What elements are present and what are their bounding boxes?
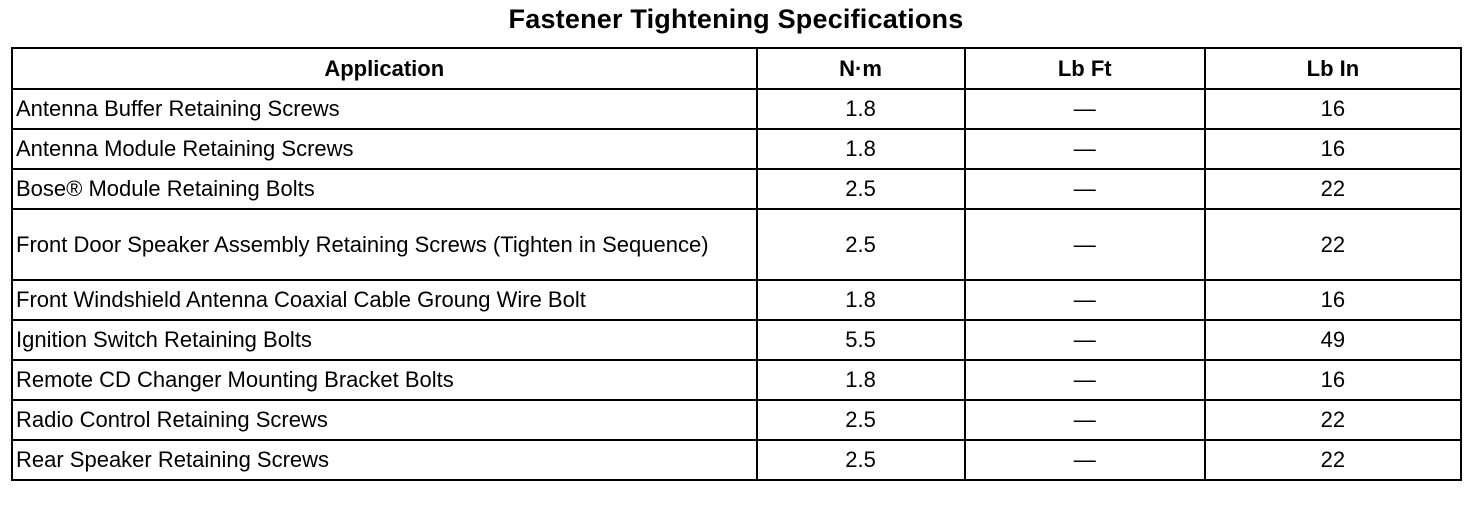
table-row: Antenna Buffer Retaining Screws 1.8—16 [11,88,1463,130]
cell-nm: 2.5 [755,168,966,210]
cell-application: Ignition Switch Retaining Bolts [11,319,758,361]
cell-lbin: 22 [1203,439,1463,481]
cell-lbft: — [963,319,1206,361]
cell-nm: 2.5 [755,208,966,281]
cell-lbin: 16 [1203,128,1463,170]
cell-application: Rear Speaker Retaining Screws [11,439,758,481]
cell-application: Antenna Module Retaining Screws [11,128,758,170]
cell-lbin: 22 [1203,168,1463,210]
table-row: Remote CD Changer Mounting Bracket Bolts… [11,359,1463,401]
cell-lbin: 22 [1203,208,1463,281]
cell-lbin: 49 [1203,319,1463,361]
cell-lbft: — [963,208,1206,281]
cell-application: Bose® Module Retaining Bolts [11,168,758,210]
cell-nm: 1.8 [755,88,966,130]
spec-table: Application N·m Lb Ft Lb In Antenna Buff… [11,47,1463,481]
cell-lbft: — [963,128,1206,170]
cell-lbin: 16 [1203,279,1463,321]
cell-lbft: — [963,399,1206,441]
cell-nm: 2.5 [755,399,966,441]
cell-application: Radio Control Retaining Screws [11,399,758,441]
cell-nm: 1.8 [755,359,966,401]
header-row: Application N·m Lb Ft Lb In [11,47,1463,90]
col-application: Application [11,47,758,90]
col-nm: N·m [755,47,966,90]
cell-lbft: — [963,359,1206,401]
page-title: Fastener Tightening Specifications [508,4,964,34]
cell-nm: 2.5 [755,439,966,481]
cell-application: Front Door Speaker Assembly Retaining Sc… [11,208,758,281]
table-row: Bose® Module Retaining Bolts 2.5—22 [11,168,1463,210]
cell-lbft: — [963,279,1206,321]
cell-lbft: — [963,168,1206,210]
cell-lbin: 22 [1203,399,1463,441]
cell-lbft: — [963,88,1206,130]
col-lbin: Lb In [1203,47,1463,90]
cell-nm: 1.8 [755,279,966,321]
cell-nm: 1.8 [755,128,966,170]
table-row: Ignition Switch Retaining Bolts 5.5—49 [11,319,1463,361]
cell-nm: 5.5 [755,319,966,361]
table-row: Front Door Speaker Assembly Retaining Sc… [11,208,1463,281]
col-lbft: Lb Ft [963,47,1206,90]
cell-application: Remote CD Changer Mounting Bracket Bolts [11,359,758,401]
table-row: Radio Control Retaining Screws 2.5—22 [11,399,1463,441]
cell-application: Antenna Buffer Retaining Screws [11,88,758,130]
cell-application: Front Windshield Antenna Coaxial Cable G… [11,279,758,321]
table-row: Antenna Module Retaining Screws 1.8—16 [11,128,1463,170]
cell-lbin: 16 [1203,359,1463,401]
table-row: Front Windshield Antenna Coaxial Cable G… [11,279,1463,321]
cell-lbft: — [963,439,1206,481]
table-row: Rear Speaker Retaining Screws 2.5—22 [11,439,1463,481]
cell-lbin: 16 [1203,88,1463,130]
